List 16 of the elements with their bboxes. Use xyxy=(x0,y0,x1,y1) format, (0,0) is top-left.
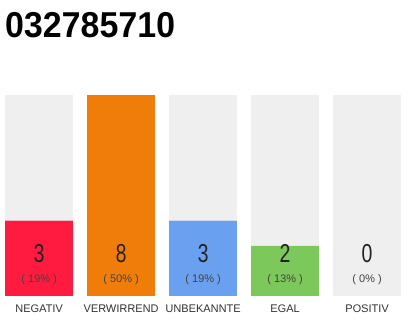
x-tick-label: EGAL xyxy=(270,303,300,315)
annotation: ( 50% ) xyxy=(103,273,139,285)
data-label: 3 xyxy=(198,238,208,268)
annotation: ( 0% ) xyxy=(352,273,382,285)
chart-title: 032785710 xyxy=(5,4,186,45)
x-tick-label: NEGATIV xyxy=(15,303,64,315)
data-label: 2 xyxy=(280,238,290,268)
data-label: 3 xyxy=(34,238,44,268)
data-label: 8 xyxy=(116,238,126,268)
annotation: ( 19% ) xyxy=(185,273,221,285)
x-tick-label: POSITIV xyxy=(345,303,390,315)
x-tick-label: UNBEKANNTE xyxy=(165,303,241,315)
x-tick-label: VERWIRREND xyxy=(84,303,159,315)
annotation: 0 xyxy=(362,238,372,268)
annotation: ( 19% ) xyxy=(21,273,57,285)
annotation: ( 13% ) xyxy=(267,273,303,285)
